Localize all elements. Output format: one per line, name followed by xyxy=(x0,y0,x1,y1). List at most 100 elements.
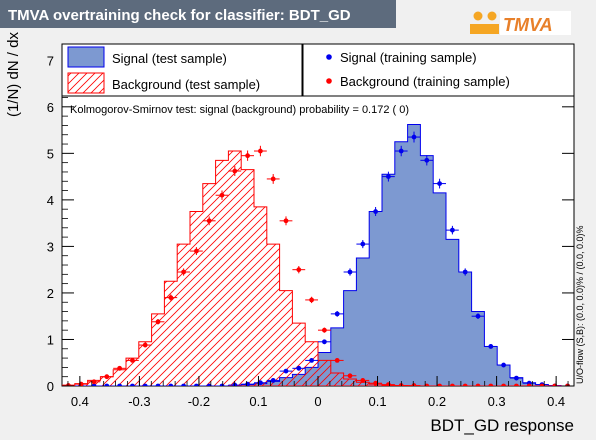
data-point-signal-training-sample xyxy=(113,383,126,386)
data-point-signal-training-sample xyxy=(471,313,485,320)
title-box xyxy=(0,0,396,28)
x-tick-label: 0.2 xyxy=(428,394,446,409)
x-tick-label: 0 xyxy=(314,394,321,409)
y-axis-title: (1/N) dN / dx xyxy=(5,32,22,118)
data-point-background-training-sample xyxy=(484,383,498,386)
data-point-signal-training-sample xyxy=(151,383,165,386)
data-point-background-training-sample xyxy=(471,383,485,386)
data-point-signal-training-sample xyxy=(164,383,178,386)
data-point-background-training-sample xyxy=(458,383,472,386)
data-point-background-training-sample xyxy=(305,296,318,304)
legend-label-signal-test: Signal (test sample) xyxy=(112,51,227,66)
data-point-signal-training-sample xyxy=(292,365,306,371)
data-point-background-training-sample xyxy=(343,373,357,379)
legend-marker-signal-train xyxy=(326,54,332,60)
data-point-background-training-sample xyxy=(292,265,306,274)
data-point-background-training-sample xyxy=(87,379,101,385)
data-point-background-training-sample xyxy=(228,166,242,177)
x-tick-label: 0.3 xyxy=(488,394,506,409)
legend-box-right xyxy=(302,43,575,97)
data-point-background-training-sample xyxy=(279,216,293,226)
x-tick-label: 0.4 xyxy=(71,394,89,409)
data-point-background-training-sample xyxy=(522,383,536,386)
data-point-background-training-sample xyxy=(151,319,165,325)
overflow-label: U/O-flow (S,B): (0.0, 0.0)% / (0.0, 0.0)… xyxy=(575,225,585,384)
data-point-background-training-sample xyxy=(356,378,370,383)
data-point-background-training-sample xyxy=(215,190,229,200)
tmva-logo: TMVA xyxy=(470,11,571,35)
data-point-signal-training-sample xyxy=(497,362,510,368)
y-tick-label: 4 xyxy=(47,193,54,208)
x-tick-label: -0.3 xyxy=(128,394,150,409)
chart-title: TMVA overtraining check for classifier: … xyxy=(8,7,351,24)
data-point-signal-training-sample xyxy=(394,145,408,157)
data-point-signal-training-sample xyxy=(254,380,267,386)
data-point-background-training-sample xyxy=(241,150,254,161)
data-point-signal-training-sample xyxy=(138,383,152,386)
data-point-signal-training-sample xyxy=(266,378,280,383)
legend-marker-background-train xyxy=(326,78,332,84)
data-point-background-training-sample xyxy=(254,145,267,157)
data-point-signal-training-sample xyxy=(330,310,344,317)
data-point-background-training-sample xyxy=(497,383,510,386)
data-point-signal-training-sample xyxy=(433,178,446,189)
data-point-background-training-sample xyxy=(202,216,216,226)
data-point-signal-training-sample xyxy=(87,383,101,386)
data-point-background-training-sample xyxy=(177,268,190,276)
x-tick-label: 0.1 xyxy=(249,394,267,409)
data-point-background-training-sample xyxy=(190,247,203,256)
data-point-signal-training-sample xyxy=(356,240,370,249)
data-point-background-training-sample xyxy=(446,383,459,386)
data-point-background-training-sample xyxy=(318,327,331,333)
y-tick-label: 6 xyxy=(47,100,54,115)
data-point-background-training-sample xyxy=(433,383,446,386)
data-point-background-training-sample xyxy=(100,374,114,380)
plot-frame xyxy=(61,43,575,387)
data-point-background-training-sample xyxy=(266,174,280,184)
data-point-background-training-sample xyxy=(535,383,549,386)
x-axis-title: BDT_GD response xyxy=(430,416,574,435)
data-point-signal-training-sample xyxy=(190,383,203,386)
legend-label-background-test: Background (test sample) xyxy=(112,77,260,92)
data-point-background-training-sample xyxy=(561,383,574,386)
legend-label-signal-train: Signal (training sample) xyxy=(340,50,477,65)
data-point-signal-training-sample xyxy=(126,383,139,386)
y-tick-label: 1 xyxy=(47,332,54,347)
data-point-background-training-sample xyxy=(126,358,139,363)
data-point-signal-training-sample xyxy=(446,225,459,235)
data-point-signal-training-sample xyxy=(279,368,293,374)
data-point-background-training-sample xyxy=(510,383,523,386)
data-point-signal-training-sample xyxy=(369,207,382,217)
data-point-signal-training-sample xyxy=(177,383,190,386)
data-point-signal-training-sample xyxy=(215,383,229,386)
legend: Signal (test sample) Background (test sa… xyxy=(61,43,575,97)
data-point-signal-training-sample xyxy=(420,155,434,166)
data-point-signal-training-sample xyxy=(382,171,395,182)
y-tick-label: 2 xyxy=(47,286,54,301)
y-tick-label: 7 xyxy=(47,53,54,68)
data-point-background-training-sample xyxy=(330,358,344,363)
y-tick-label: 5 xyxy=(47,146,54,161)
data-point-background-training-sample xyxy=(138,342,152,348)
legend-swatch-background-test xyxy=(67,72,105,94)
legend-swatch-signal-test xyxy=(67,46,105,68)
data-point-signal-training-sample xyxy=(100,383,114,386)
data-point-signal-training-sample xyxy=(202,383,216,386)
data-point-background-training-sample xyxy=(420,383,434,386)
y-tick-label: 0 xyxy=(47,379,54,394)
logo-text: TMVA xyxy=(503,15,553,35)
data-point-signal-training-sample xyxy=(484,344,498,349)
x-tick-label: 0.4 xyxy=(547,394,565,409)
data-point-signal-training-sample xyxy=(318,339,331,345)
data-point-signal-training-sample xyxy=(458,268,472,276)
data-point-signal-training-sample xyxy=(407,131,421,143)
x-tick-label: 0.1 xyxy=(368,394,386,409)
y-tick-label: 3 xyxy=(47,239,54,254)
data-point-background-training-sample xyxy=(113,365,126,371)
x-tick-label: -0.2 xyxy=(188,394,210,409)
data-point-signal-training-sample xyxy=(510,375,523,381)
ks-test-text: Kolmogorov-Smirnov test: signal (backgro… xyxy=(70,104,409,116)
legend-label-background-train: Background (training sample) xyxy=(340,74,510,89)
data-point-background-training-sample xyxy=(407,383,421,386)
